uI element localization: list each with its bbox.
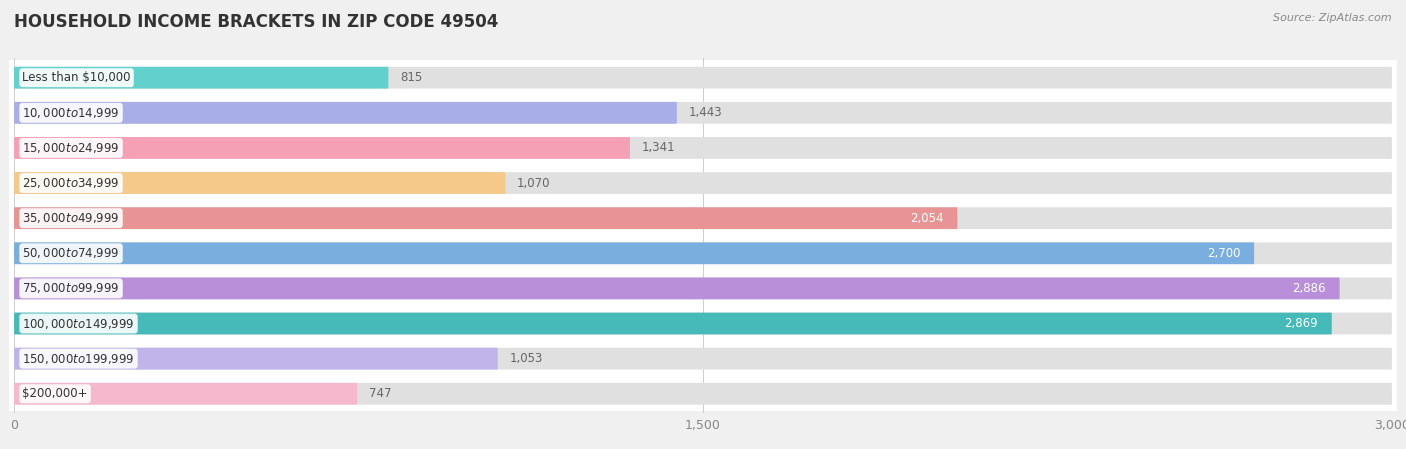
Text: 747: 747 <box>368 387 391 400</box>
Text: $50,000 to $74,999: $50,000 to $74,999 <box>22 247 120 260</box>
FancyBboxPatch shape <box>14 102 1392 123</box>
Bar <box>10 271 1396 306</box>
Text: $35,000 to $49,999: $35,000 to $49,999 <box>22 211 120 225</box>
FancyBboxPatch shape <box>14 277 1392 299</box>
Bar <box>10 201 1396 236</box>
FancyBboxPatch shape <box>14 383 1392 405</box>
Text: 1,443: 1,443 <box>689 106 721 119</box>
FancyBboxPatch shape <box>14 137 630 159</box>
Text: 1,070: 1,070 <box>517 176 551 189</box>
Bar <box>10 60 1396 95</box>
FancyBboxPatch shape <box>14 172 506 194</box>
FancyBboxPatch shape <box>14 242 1254 264</box>
Text: 815: 815 <box>399 71 422 84</box>
Bar <box>10 130 1396 166</box>
Text: 2,054: 2,054 <box>910 211 943 224</box>
FancyBboxPatch shape <box>14 207 1392 229</box>
Text: $25,000 to $34,999: $25,000 to $34,999 <box>22 176 120 190</box>
Text: $10,000 to $14,999: $10,000 to $14,999 <box>22 106 120 120</box>
Bar <box>10 166 1396 201</box>
Bar <box>10 376 1396 411</box>
Text: $75,000 to $99,999: $75,000 to $99,999 <box>22 282 120 295</box>
Text: $200,000+: $200,000+ <box>22 387 87 400</box>
FancyBboxPatch shape <box>14 348 498 370</box>
FancyBboxPatch shape <box>14 242 1392 264</box>
FancyBboxPatch shape <box>14 137 1392 159</box>
Text: 1,341: 1,341 <box>641 141 675 154</box>
Bar <box>10 95 1396 130</box>
Bar <box>10 306 1396 341</box>
FancyBboxPatch shape <box>14 67 1392 88</box>
Text: HOUSEHOLD INCOME BRACKETS IN ZIP CODE 49504: HOUSEHOLD INCOME BRACKETS IN ZIP CODE 49… <box>14 13 499 31</box>
Text: 2,869: 2,869 <box>1284 317 1317 330</box>
Text: 1,053: 1,053 <box>509 352 543 365</box>
FancyBboxPatch shape <box>14 383 357 405</box>
FancyBboxPatch shape <box>14 313 1331 335</box>
FancyBboxPatch shape <box>14 67 388 88</box>
Bar <box>10 236 1396 271</box>
Text: 2,886: 2,886 <box>1292 282 1326 295</box>
Text: Source: ZipAtlas.com: Source: ZipAtlas.com <box>1274 13 1392 23</box>
FancyBboxPatch shape <box>14 172 1392 194</box>
Text: $100,000 to $149,999: $100,000 to $149,999 <box>22 317 135 330</box>
FancyBboxPatch shape <box>14 277 1340 299</box>
Text: 2,700: 2,700 <box>1206 247 1240 260</box>
Text: $15,000 to $24,999: $15,000 to $24,999 <box>22 141 120 155</box>
FancyBboxPatch shape <box>14 313 1392 335</box>
Text: $150,000 to $199,999: $150,000 to $199,999 <box>22 352 135 365</box>
FancyBboxPatch shape <box>14 102 676 123</box>
Text: Less than $10,000: Less than $10,000 <box>22 71 131 84</box>
Bar <box>10 341 1396 376</box>
FancyBboxPatch shape <box>14 348 1392 370</box>
FancyBboxPatch shape <box>14 207 957 229</box>
